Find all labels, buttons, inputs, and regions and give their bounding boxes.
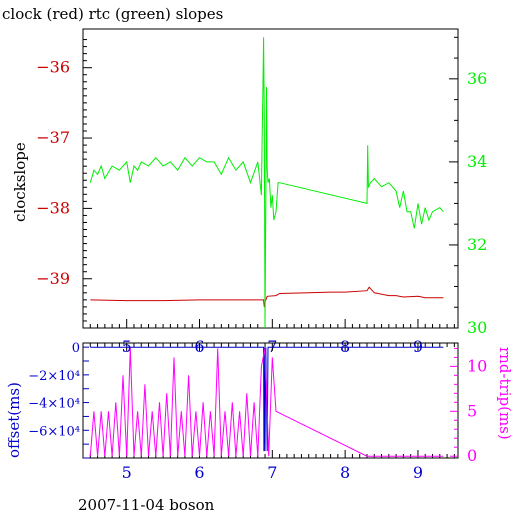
top-left-tick-label: −38	[36, 198, 70, 217]
top-right-tick-label: 34	[467, 152, 487, 171]
bottom-plot-frame	[82, 342, 459, 459]
bottom-x-tick-label: 7	[267, 463, 277, 482]
bottom-y2-axis-label: rnd-trip(ms)	[496, 347, 512, 440]
bottom-x-tick-label: 8	[340, 463, 350, 482]
clock-series-line	[90, 286, 444, 307]
top-left-tick-label: −37	[36, 128, 70, 147]
top-y-axis-label: clockslope	[11, 142, 29, 222]
bottom-y-axis-label: offset(ms)	[5, 382, 23, 458]
top-left-tick-label: −39	[36, 269, 70, 288]
top-right-tick-label: 30	[467, 318, 487, 337]
offset-series-line	[90, 346, 444, 452]
footer-label: 2007-11-04 boson	[78, 496, 215, 512]
chart-title: clock (red) rtc (green) slopes	[2, 5, 223, 23]
rnd-trip-series-line	[89, 348, 444, 457]
bottom-right-tick-label: 0	[467, 446, 477, 465]
bottom-left-tick-label: −4×10⁴	[28, 397, 80, 412]
top-right-tick-label: 32	[467, 235, 487, 254]
bottom-x-tick-label: 6	[194, 463, 204, 482]
bottom-right-tick-label: 5	[467, 401, 477, 420]
bottom-left-tick-label: 0	[72, 341, 80, 356]
bottom-left-tick-label: −2×10⁴	[28, 369, 80, 384]
top-plot-frame	[82, 28, 459, 329]
top-right-tick-label: 36	[467, 69, 487, 88]
rtc-series-line	[89, 37, 444, 329]
bottom-left-tick-label: −6×10⁴	[28, 424, 80, 439]
bottom-right-tick-label: 10	[467, 356, 487, 375]
bottom-x-tick-label: 5	[122, 463, 132, 482]
top-left-tick-label: −36	[36, 58, 70, 77]
bottom-x-tick-label: 9	[413, 463, 423, 482]
